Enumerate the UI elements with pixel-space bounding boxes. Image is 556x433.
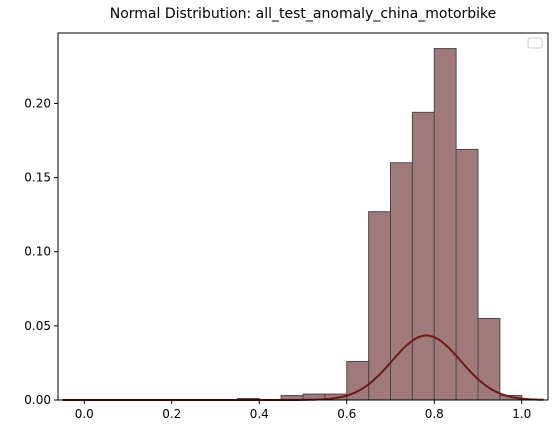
x-tick-label: 0.8 — [425, 407, 444, 421]
legend-box — [527, 37, 543, 49]
histogram-bar — [455, 148, 479, 401]
x-tick-label: 0.0 — [75, 407, 94, 421]
x-tick-label: 0.4 — [250, 407, 269, 421]
plot-frame — [57, 32, 549, 401]
y-tick-label: 0.00 — [24, 393, 51, 407]
y-tick-label: 0.20 — [24, 96, 51, 110]
histogram-bars — [236, 48, 523, 401]
y-tick-label: 0.15 — [24, 171, 51, 185]
x-tick-label: 0.2 — [162, 407, 181, 421]
x-tick-label: 0.6 — [337, 407, 356, 421]
chart-title: Normal Distribution: all_test_anomaly_ch… — [109, 6, 497, 22]
histogram-bar — [411, 111, 435, 401]
legend — [527, 37, 543, 49]
axes: 0.0 0.2 0.4 0.6 0.8 1.0 0.00 0.05 0.10 0.15 0.20 — [24, 32, 549, 421]
histogram-bar — [433, 48, 457, 401]
x-tick-label: 1.0 — [512, 407, 531, 421]
histogram-bar — [390, 162, 413, 401]
y-tick-label: 0.05 — [24, 319, 51, 333]
y-tick-label: 0.10 — [24, 245, 51, 259]
histogram-bar — [368, 211, 391, 401]
